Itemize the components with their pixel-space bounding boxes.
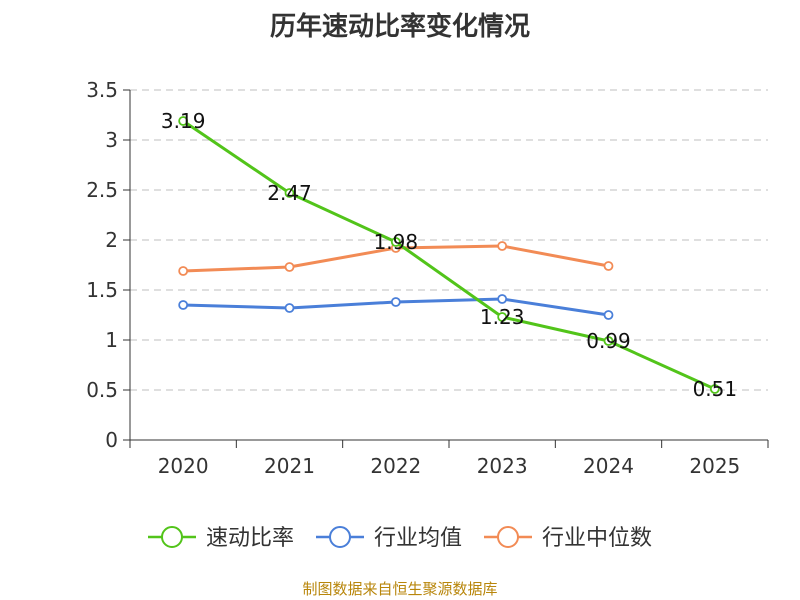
y-tick-label: 0 bbox=[105, 428, 118, 452]
y-tick-label: 1.5 bbox=[86, 278, 118, 302]
data-point bbox=[497, 241, 508, 251]
y-tick-label: 3.5 bbox=[86, 78, 118, 102]
data-label: 1.23 bbox=[480, 305, 525, 329]
legend-label: 行业中位数 bbox=[542, 526, 652, 551]
legend-item: 行业均值 bbox=[316, 526, 462, 551]
data-point bbox=[284, 188, 295, 198]
legend-item: 速动比率 bbox=[148, 526, 294, 551]
y-tick-label: 2 bbox=[105, 228, 118, 252]
legend-item: 行业中位数 bbox=[484, 526, 652, 551]
data-labels: 3.19 2.47 1.98 1.23 0.99 0.51 bbox=[161, 109, 737, 401]
data-point bbox=[603, 261, 614, 271]
y-tick-label: 0.5 bbox=[86, 378, 118, 402]
data-point bbox=[497, 294, 508, 304]
y-tick-label: 1 bbox=[105, 328, 118, 352]
x-tick-label: 2022 bbox=[370, 454, 421, 478]
legend-label: 行业均值 bbox=[374, 526, 462, 551]
legend-marker bbox=[497, 526, 519, 548]
data-label: 2.47 bbox=[267, 181, 312, 205]
data-point bbox=[178, 266, 189, 276]
data-point bbox=[284, 303, 295, 313]
grid-lines bbox=[130, 89, 768, 391]
x-tick-label: 2023 bbox=[477, 454, 528, 478]
y-tick-label: 2.5 bbox=[86, 178, 118, 202]
legend-marker bbox=[161, 526, 183, 548]
data-label: 0.51 bbox=[693, 377, 738, 401]
x-tick-label: 2024 bbox=[583, 454, 634, 478]
data-point bbox=[178, 116, 189, 126]
data-point bbox=[178, 300, 189, 310]
chart-title: 历年速动比率变化情况 bbox=[269, 12, 530, 42]
source-note: 制图数据来自恒生聚源数据库 bbox=[302, 580, 498, 598]
data-label: 1.98 bbox=[374, 230, 419, 254]
x-tick-label: 2020 bbox=[158, 454, 209, 478]
x-tick-label: 2025 bbox=[689, 454, 740, 478]
series-lines bbox=[178, 116, 720, 394]
x-tick-label: 2021 bbox=[264, 454, 315, 478]
data-label: 3.19 bbox=[161, 109, 206, 133]
data-label: 0.99 bbox=[586, 329, 631, 353]
data-point bbox=[603, 310, 614, 320]
data-point bbox=[390, 237, 401, 247]
data-point bbox=[390, 297, 401, 307]
data-point bbox=[497, 312, 508, 322]
data-point bbox=[284, 262, 295, 272]
data-point bbox=[709, 384, 720, 394]
legend: 速动比率 行业均值 行业中位数 bbox=[148, 526, 652, 551]
legend-marker bbox=[329, 526, 351, 548]
series-line bbox=[182, 119, 716, 391]
y-tick-label: 3 bbox=[105, 128, 118, 152]
legend-label: 速动比率 bbox=[206, 526, 294, 551]
data-point bbox=[603, 336, 614, 346]
